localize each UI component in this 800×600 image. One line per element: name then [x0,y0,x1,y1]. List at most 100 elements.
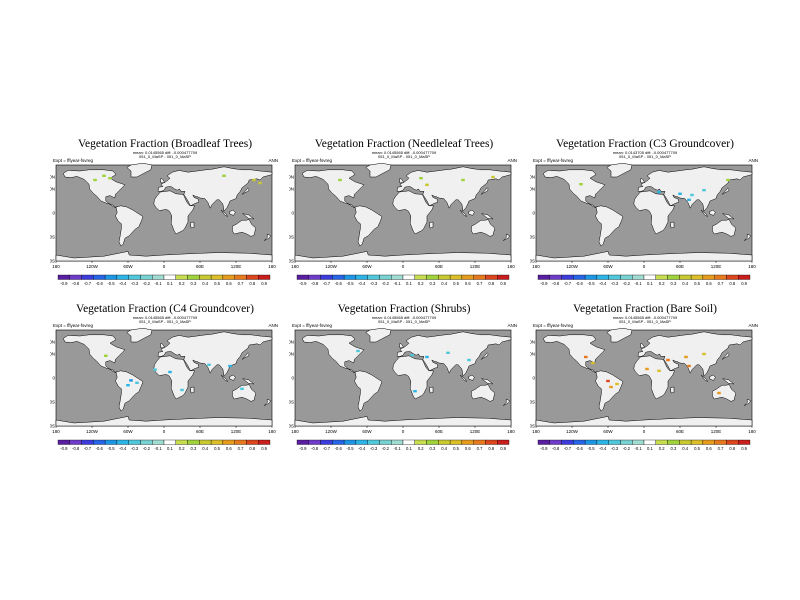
colorbar-label: -0.5 [107,281,115,286]
colorbar-swatch [679,439,692,445]
lon-tick-label: 60E [435,264,443,269]
diff-cell [702,352,706,356]
panel-meta: mean: 0.0145565 diff: -0.000477709 051_0_… [371,150,437,160]
continent-japan [480,187,489,195]
colorbar-swatch [128,439,141,445]
lat-tick-label: 60N [289,175,294,180]
colorbar-swatch [449,274,463,280]
colorbar-swatch [497,439,510,445]
continent-africa [633,355,675,400]
map-plot: 180 120W 60W 0 60E 120E 180 60N 40N 0 40S 80S [289,328,515,434]
colorbar-swatch [497,274,510,280]
colorbar-swatch [246,439,259,445]
continent-australia [232,219,257,237]
lat-tick-label: 40N [530,352,535,357]
colorbar-label: 0.9 [741,281,747,286]
colorbar-label: 0.4 [441,446,447,451]
lon-tick-label: 60W [603,264,613,269]
colorbar-swatch [175,439,188,445]
diff-cell [609,385,613,389]
colorbar-swatch [584,439,598,445]
lon-tick-label: 0 [163,264,166,269]
lat-tick-label: 40S [50,400,55,405]
colorbar-swatch [367,439,380,445]
lat-tick-label: 60N [50,175,55,180]
map-plot: 180 120W 60W 0 60E 120E 180 60N 40N 0 40S 80S [289,163,515,269]
colorbar-label: -0.2 [623,281,631,286]
diff-cell [657,190,661,194]
colorbar-label: 0.2 [659,281,665,286]
colorbar-label: -0.6 [96,446,104,451]
diff-cell [419,177,423,180]
colorbar-label: -0.6 [576,446,584,451]
lon-tick-label: 60W [123,264,133,269]
continent-japan [721,187,730,195]
diff-cell [687,364,691,368]
continent-africa [392,355,434,400]
colorbar-label: -0.6 [576,281,584,286]
continent-madagascar [190,221,195,229]
continent-new-guinea [722,213,735,220]
colorbar-label: 0.3 [671,446,677,451]
lon-tick-label: 180 [507,264,515,269]
continent-great-britain [160,177,166,184]
colorbar-swatch [234,439,247,445]
colorbar-label: -0.7 [84,446,92,451]
continent-eurasia [637,331,753,377]
lon-tick-label: 120W [325,429,338,434]
colorbar-swatch [116,439,129,445]
panel-meta: mean: 0.0145565 diff: -0.000477709 051_0_… [371,315,437,325]
colorbar-swatch [391,439,404,445]
colorbar-label: -0.4 [599,446,607,451]
colorbar-swatch [140,274,153,280]
colorbar-label: 0.3 [430,446,436,451]
continent-australia [712,384,737,402]
diff-cell [666,358,670,362]
lat-tick-label: 0 [532,211,535,216]
continent-greenland [365,328,392,343]
colorbar-label: 0.1 [647,446,653,451]
diff-cell [180,388,184,392]
lat-tick-label: 40S [50,235,55,240]
colorbar-swatch [81,274,94,280]
colorbar-label: 0.3 [430,281,436,286]
colorbar-swatch [57,274,70,280]
lon-tick-label: 120E [470,429,481,434]
colorbar-label: -0.7 [564,281,572,286]
continent-africa [153,355,195,400]
colorbar-label: 0.6 [465,446,471,451]
diff-cell [258,181,262,185]
colorbar-label: 0.2 [179,281,185,286]
diff-cell [591,361,595,365]
colorbar-label: 0.8 [729,281,735,286]
lon-tick-label: 120W [86,429,99,434]
continent-great-britain [640,342,646,349]
colorbar-label: -0.2 [143,281,151,286]
continent-antarctica [535,416,753,427]
lon-tick-label: 180 [268,264,276,269]
colorbar-swatch [726,274,739,280]
lon-tick-label: 180 [532,264,540,269]
continent-new-guinea [481,213,494,220]
panel-c4-groundcover: Vegetation Fraction (C4 Groundcover) mea… [50,303,280,488]
continent-africa [633,190,675,235]
lon-tick-label: 120E [470,264,481,269]
panel-title: Vegetation Fraction (Broadleaf Trees) [77,138,253,150]
colorbar: -0.9 -0.8 -0.7 -0.6 -0.5 -0.4 -0.3 -0.2 -0.1 0.1 0… [296,274,510,286]
colorbar-swatch [643,274,656,280]
diff-cell [717,391,721,395]
colorbar-swatch [549,439,562,445]
panel-c3-groundcover: Vegetation Fraction (C3 Groundcover) mea… [530,138,760,323]
colorbar-swatch [187,274,200,280]
lat-tick-label: 40S [289,235,294,240]
colorbar-label: 0.2 [418,446,424,451]
expt-label: Expt = fflyear-fsvreg [533,158,574,163]
colorbar-label: -0.8 [311,281,319,286]
continent-australia [712,219,737,237]
lat-tick-label: 80S [289,259,294,264]
season-label: ANN [507,323,517,328]
colorbar-swatch [104,274,118,280]
continent-japan [721,352,730,360]
continent-borneo [229,209,236,216]
continent-madagascar [429,386,434,394]
